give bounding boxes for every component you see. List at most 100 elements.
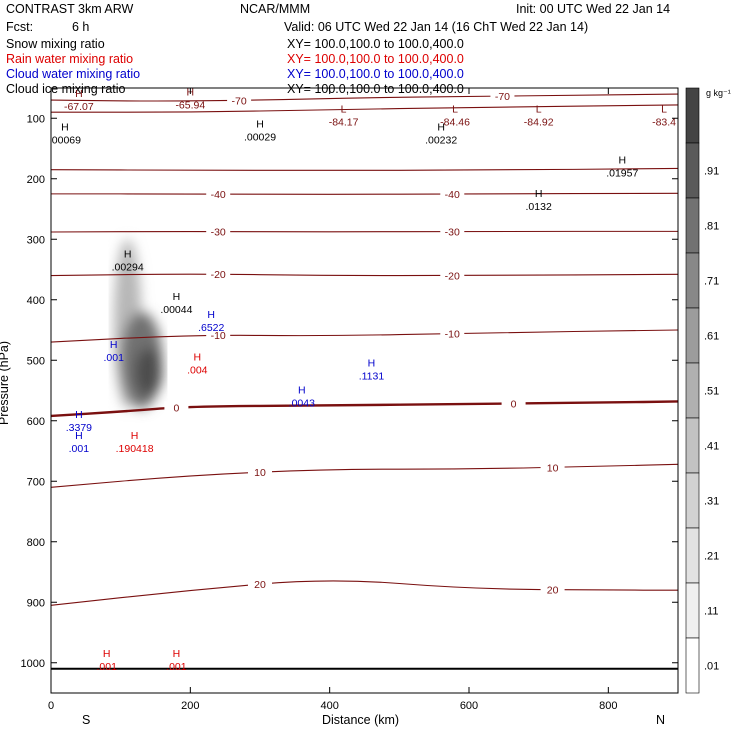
extremum-value: .0132 xyxy=(526,201,552,213)
plot-area: -70 -70 -40 -40 -30 -30 -20 -20 -10 -10 0 0 10 10 20 20… xyxy=(51,88,678,673)
x-end-label-north: N xyxy=(656,713,666,727)
snow-blob-2 xyxy=(134,348,163,397)
x-tick-label: 0 xyxy=(48,700,54,712)
extremum-value: .190418 xyxy=(116,443,154,455)
extremum-kind: H xyxy=(618,155,626,167)
temp-contour-m50 xyxy=(51,167,678,171)
colorbar-label: .91 xyxy=(704,166,719,178)
temp-contour-0 xyxy=(51,400,678,418)
extremum-value: .6522 xyxy=(198,322,224,334)
fcst-value: 6 h xyxy=(72,20,90,34)
temp-contour-label: 10 xyxy=(254,467,266,479)
colorbar-swatch xyxy=(685,637,700,694)
x-tick-label: 800 xyxy=(599,700,617,712)
temp-contour-m70 xyxy=(51,93,678,102)
extremum-kind: H xyxy=(207,309,215,321)
temp-label-bg xyxy=(540,583,565,596)
extremum-kind: H xyxy=(110,339,118,351)
y-axis-label: Pressure (hPa) xyxy=(0,340,12,426)
temp-label-bg xyxy=(440,225,465,238)
field-cloudice-xy: XY= 100.0,100.0 to 100.0,400.0 xyxy=(287,82,464,96)
extremum-value: .00029 xyxy=(244,131,276,143)
temp-label-bg xyxy=(248,466,272,479)
temp-label-bg xyxy=(164,401,189,414)
temp-contour-10 xyxy=(51,463,678,488)
center-name: NCAR/MMM xyxy=(240,2,311,16)
temp-contour-label: 0 xyxy=(173,402,179,414)
field-rain-name: Rain water mixing ratio xyxy=(6,52,134,66)
colorbar-swatch xyxy=(685,362,700,419)
temp-label-bg xyxy=(440,187,465,200)
extremum-value: -83.4 xyxy=(652,116,676,128)
extremum-kind: H xyxy=(131,430,139,442)
temp-contour-m30 xyxy=(51,230,678,233)
y-tick-label: 700 xyxy=(27,476,45,488)
colorbar-label: .81 xyxy=(704,221,719,233)
model-title: CONTRAST 3km ARW xyxy=(6,2,134,16)
extremum-value: -65.94 xyxy=(175,99,205,111)
extremum-value: -84.46 xyxy=(440,116,470,128)
y-tick-label: 300 xyxy=(27,234,45,246)
temp-label-bg xyxy=(227,94,252,107)
init-time: Init: 00 UTC Wed 22 Jan 14 xyxy=(516,2,671,16)
fcst-label: Fcst: xyxy=(6,20,34,34)
colorbar-label: .01 xyxy=(704,661,719,673)
extremum-value: -67.07 xyxy=(64,101,94,113)
temp-contour-m60 xyxy=(51,104,678,113)
y-tick-label: 1000 xyxy=(21,658,45,670)
extremum-kind: H xyxy=(535,188,543,200)
extremum-value: .004 xyxy=(187,364,208,376)
temp-contour-m10 xyxy=(51,329,678,343)
extremum-kind: H xyxy=(437,121,445,133)
x-tick-label: 200 xyxy=(181,700,199,712)
extremum-kind: L xyxy=(536,103,542,115)
temp-contour-label: -30 xyxy=(445,226,460,238)
temp-label-bg xyxy=(206,225,231,238)
colorbar-swatch xyxy=(685,87,700,144)
y-tick-label: 400 xyxy=(27,295,45,307)
temp-contour-label: -70 xyxy=(495,91,510,103)
colorbar-label: .11 xyxy=(704,606,718,618)
extremum-value: .0043 xyxy=(289,398,315,410)
x-end-label-south: S xyxy=(82,713,91,727)
temp-contour-label: 10 xyxy=(547,462,559,474)
y-tick-label: 900 xyxy=(27,597,45,609)
colorbar-unit: g kg⁻¹ xyxy=(706,88,731,98)
extremum-kind: H xyxy=(75,88,83,100)
colorbar-label: .41 xyxy=(704,441,719,453)
extremum-value: .3379 xyxy=(66,422,92,434)
colorbar-swatch xyxy=(685,417,700,474)
temp-contour-label: -20 xyxy=(445,271,460,283)
y-tick-label: 100 xyxy=(27,113,45,125)
temp-label-bg xyxy=(490,90,515,103)
colorbar-swatch xyxy=(685,472,700,529)
temp-contour-label: -30 xyxy=(211,227,226,239)
extremum-kind: H xyxy=(173,648,181,660)
extremum-value: -84.92 xyxy=(524,116,554,128)
temp-label-bg xyxy=(501,397,526,410)
extremum-value: .001 xyxy=(103,352,124,364)
extremum-kind: H xyxy=(75,409,83,421)
extremum-kind: H xyxy=(298,385,306,397)
colorbar-swatch xyxy=(685,142,700,199)
y-tick-label: 500 xyxy=(27,355,45,367)
x-tick-label: 600 xyxy=(460,700,478,712)
temp-contour-label: -70 xyxy=(232,95,247,107)
extremum-kind: H xyxy=(124,248,132,260)
temp-label-bg xyxy=(206,187,231,200)
field-cloudwater-xy: XY= 100.0,100.0 to 100.0,400.0 xyxy=(287,67,464,81)
temp-label-bg xyxy=(206,268,231,281)
temp-contour-label: 20 xyxy=(254,579,266,591)
colorbar-swatch xyxy=(685,582,700,639)
snow-shading xyxy=(113,239,163,409)
extremum-value: .1131 xyxy=(359,370,385,382)
extremum-kind: L xyxy=(341,103,347,115)
x-axis-label: Distance (km) xyxy=(322,713,400,727)
field-snow-xy: XY= 100.0,100.0 to 100.0,400.0 xyxy=(287,37,464,51)
temp-contour-label: 20 xyxy=(547,585,559,597)
temp-contour-m20 xyxy=(51,273,678,277)
extremum-value: -84.17 xyxy=(329,116,359,128)
temp-contour-label: -20 xyxy=(211,269,226,281)
extremum-value: .001 xyxy=(97,661,118,673)
